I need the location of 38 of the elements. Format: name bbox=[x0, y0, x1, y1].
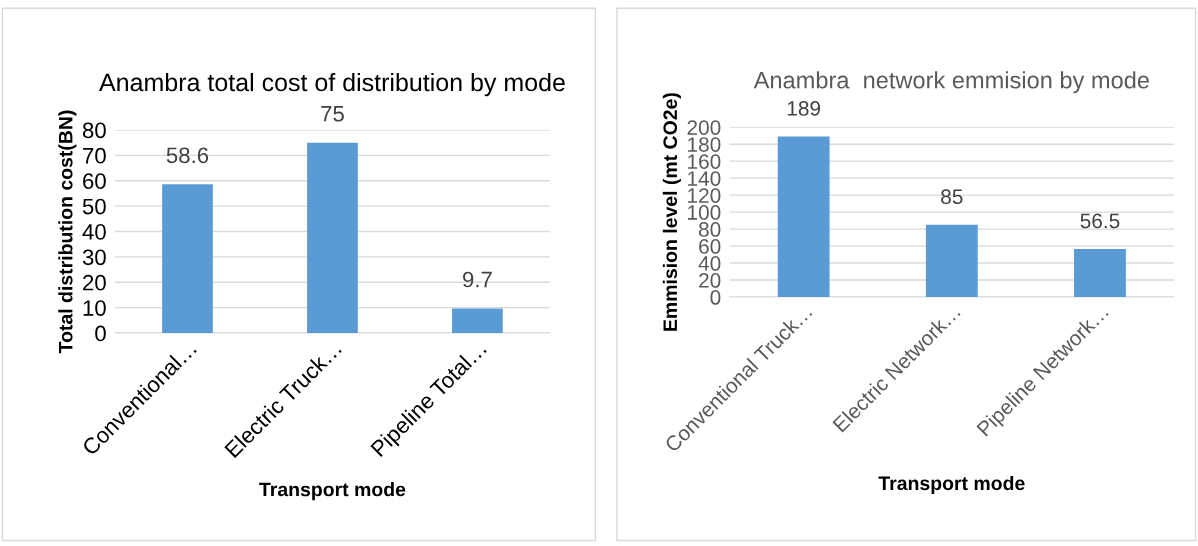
data-label: 9.7 bbox=[463, 271, 492, 288]
y-tick-label: 0 bbox=[95, 325, 106, 342]
y-tick-label: 80 bbox=[698, 222, 721, 237]
chart-title: Anambra total cost of distribution by mode bbox=[99, 72, 565, 97]
data-label: 56.5 bbox=[1080, 213, 1120, 229]
y-tick-label: 40 bbox=[698, 256, 721, 271]
bar bbox=[777, 136, 830, 298]
y-tick-label: 40 bbox=[82, 224, 106, 240]
bar bbox=[307, 142, 358, 334]
y-tick-label: 20 bbox=[699, 273, 721, 288]
x-axis-title: Transport mode bbox=[259, 482, 406, 501]
y-axis-title: Total distribution cost(BN) bbox=[58, 110, 77, 354]
data-label: 85 bbox=[941, 189, 963, 205]
y-tick-label: 140 bbox=[688, 171, 721, 186]
data-label: 58.6 bbox=[166, 147, 209, 164]
y-tick-label: 30 bbox=[82, 249, 106, 266]
bar bbox=[452, 308, 503, 334]
data-label: 189 bbox=[787, 101, 821, 116]
data-label: 75 bbox=[321, 106, 344, 122]
y-tick-label: 160 bbox=[688, 154, 721, 169]
bar bbox=[1074, 249, 1126, 298]
y-tick-label: 20 bbox=[83, 274, 106, 291]
y-tick-label: 180 bbox=[688, 137, 721, 152]
y-tick-label: 50 bbox=[82, 198, 106, 215]
y-tick-label: 120 bbox=[688, 188, 721, 203]
y-tick-label: 60 bbox=[699, 239, 721, 254]
y-tick-label: 0 bbox=[710, 290, 721, 305]
bar bbox=[162, 184, 213, 334]
x-axis-title: Transport mode bbox=[878, 475, 1025, 495]
y-axis-title: Emmision level (mt CO2e) bbox=[662, 93, 681, 331]
chart-title: Anambra network emmision by mode bbox=[753, 71, 1149, 94]
bar bbox=[925, 224, 978, 298]
y-tick-label: 60 bbox=[83, 173, 106, 189]
y-tick-label: 200 bbox=[687, 120, 721, 135]
y-tick-label: 70 bbox=[83, 147, 106, 164]
y-tick-label: 80 bbox=[82, 122, 106, 139]
y-tick-label: 10 bbox=[83, 300, 106, 316]
y-tick-label: 100 bbox=[688, 205, 721, 220]
